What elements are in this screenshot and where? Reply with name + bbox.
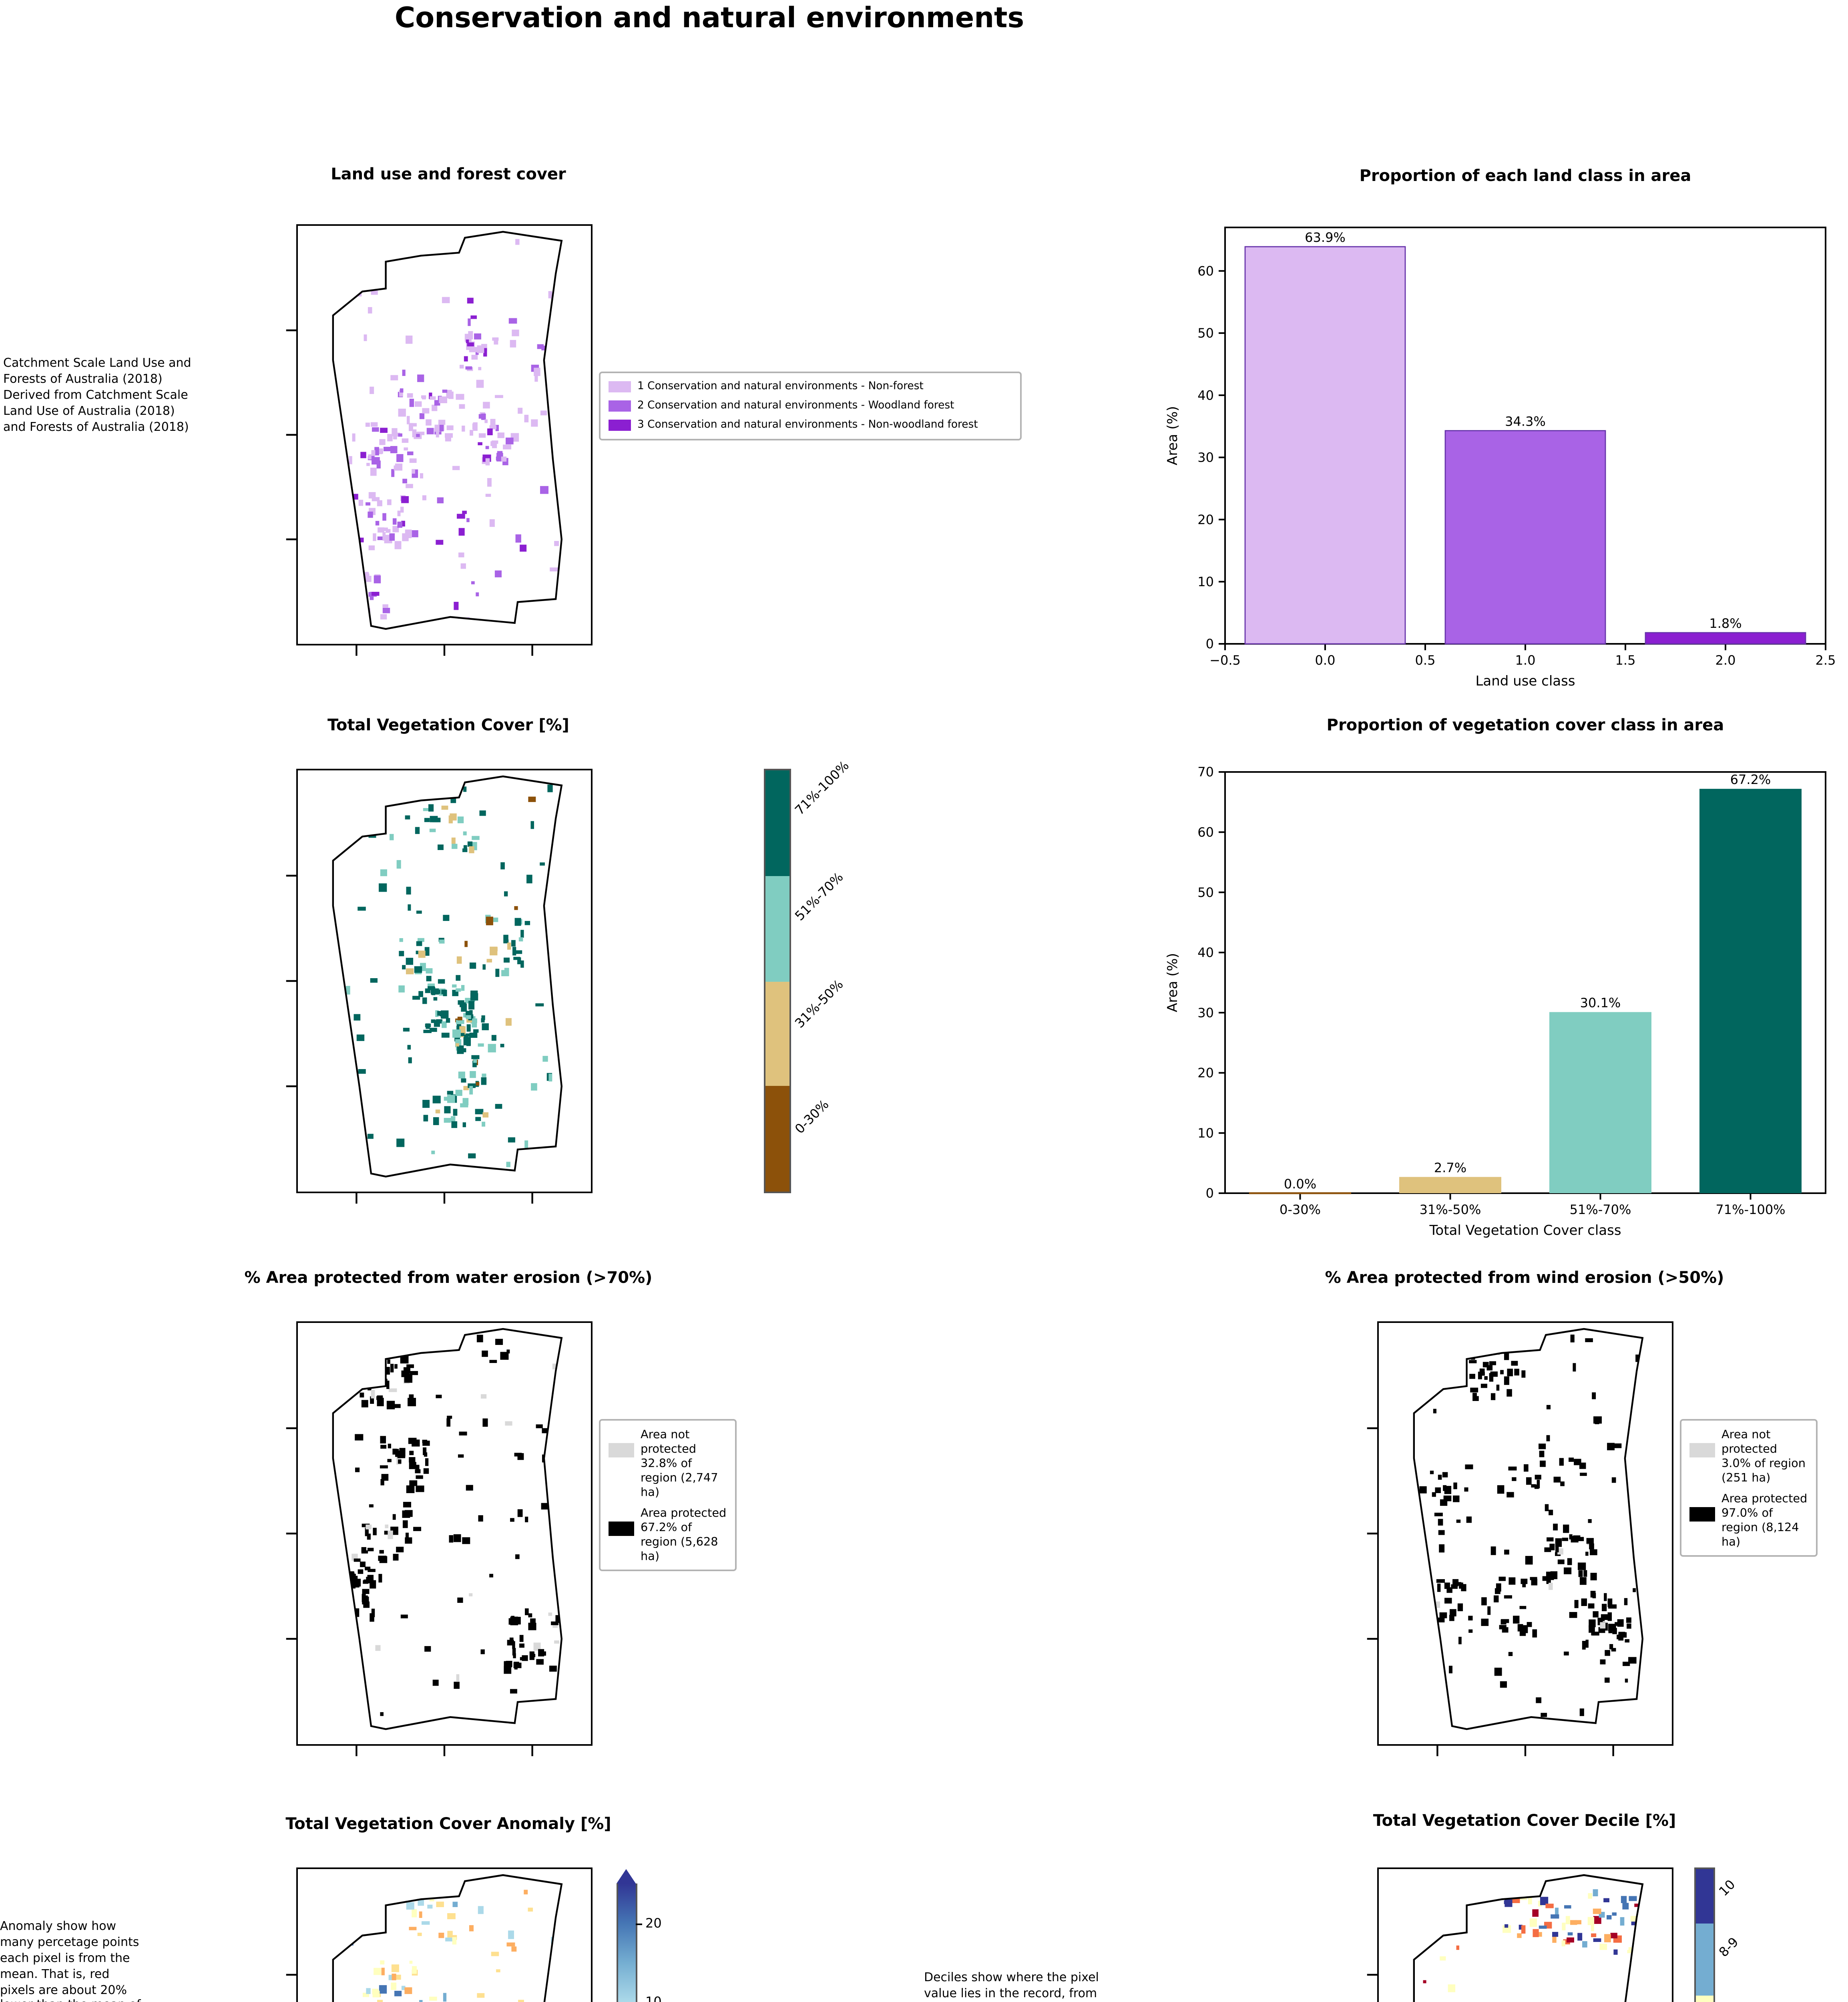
legend-item: Area protected 97.0% of region (8,124 ha… — [1689, 1491, 1808, 1549]
anomaly-map-canvas — [286, 1874, 563, 2002]
land-use-legend: 1 Conservation and natural environments … — [599, 372, 1022, 440]
land-use-source-note: Catchment Scale Land Use and Forests of … — [3, 356, 191, 434]
svg-text:10: 10 — [1197, 1126, 1214, 1141]
svg-text:60: 60 — [1197, 263, 1214, 279]
legend-label: Area not protected 3.0% of region (251 h… — [1721, 1427, 1806, 1485]
anomaly-map-title: Total Vegetation Cover Anomaly [%] — [285, 1816, 611, 1834]
svg-text:30: 30 — [1197, 1005, 1214, 1020]
protected-swatch — [609, 1522, 634, 1536]
svg-text:50: 50 — [1197, 326, 1214, 341]
legend-item: Area protected 67.2% of region (5,628 ha… — [609, 1506, 727, 1563]
svg-text:2.0: 2.0 — [1715, 653, 1736, 668]
svg-text:0-30%: 0-30% — [1280, 1202, 1321, 1217]
svg-text:2.5: 2.5 — [1816, 653, 1836, 668]
svg-text:51%-70%: 51%-70% — [1570, 1202, 1631, 1217]
decile-colorbar: 108-94-72-31 — [1694, 1867, 1742, 2002]
svg-text:−0.5: −0.5 — [1209, 653, 1241, 668]
svg-text:Total Vegetation Cover class: Total Vegetation Cover class — [1429, 1222, 1621, 1238]
legend-item: 3 Conservation and natural environments … — [609, 419, 1012, 432]
water-erosion-map — [286, 1321, 593, 1757]
vegetation-map-canvas — [286, 775, 563, 1204]
legend-label: Area protected 67.2% of region (5,628 ha… — [641, 1506, 727, 1563]
not-protected-swatch — [1689, 1443, 1715, 1457]
vegetation-colorbar-stack — [764, 769, 791, 1193]
legend-item: Area not protected 32.8% of region (2,74… — [609, 1427, 727, 1499]
water-erosion-legend: Area not protected 32.8% of region (2,74… — [599, 1419, 737, 1571]
svg-text:70: 70 — [1197, 764, 1214, 780]
water-erosion-map-canvas — [286, 1328, 563, 1757]
legend-label: 3 Conservation and natural environments … — [637, 418, 978, 432]
not-protected-swatch — [609, 1443, 634, 1457]
legend-label: 1 Conservation and natural environments … — [637, 380, 924, 392]
svg-text:30.1%: 30.1% — [1580, 995, 1621, 1011]
svg-text:Land use class: Land use class — [1475, 673, 1575, 689]
decile-note: Deciles show where the pixel value lies … — [924, 1970, 1099, 2002]
land-class-chart-title: Proportion of each land class in area — [1359, 168, 1691, 186]
vegetation-cover-map — [286, 769, 593, 1204]
land-class-bar-chart: 0 10 20 30 40 50 60 Area (%) −0.5 0.0 0.5 1.0 1.5 2.0… — [1165, 227, 1836, 689]
water-erosion-title: % Area protected from water erosion (>70… — [244, 1270, 653, 1288]
svg-text:1.0: 1.0 — [1515, 653, 1536, 668]
land-use-map-title: Land use and forest cover — [331, 167, 566, 184]
svg-text:1.5: 1.5 — [1615, 653, 1636, 668]
svg-text:50: 50 — [1197, 885, 1214, 900]
legend-label: 2 Conservation and natural environments … — [637, 399, 954, 412]
svg-text:71%-100%: 71%-100% — [1715, 1202, 1785, 1217]
svg-text:0.0: 0.0 — [1315, 653, 1336, 668]
legend-label: Area protected 97.0% of region (8,124 ha… — [1721, 1491, 1808, 1549]
svg-text:20: 20 — [1197, 512, 1214, 527]
wind-erosion-title: % Area protected from wind erosion (>50%… — [1325, 1270, 1724, 1288]
non-forest-swatch — [609, 381, 631, 392]
svg-text:0.0%: 0.0% — [1284, 1176, 1316, 1192]
svg-text:0.5: 0.5 — [1415, 653, 1436, 668]
decile-map — [1367, 1867, 1673, 2002]
svg-text:10: 10 — [1197, 574, 1214, 589]
svg-text:34.3%: 34.3% — [1505, 414, 1546, 429]
legend-item: 2 Conservation and natural environments … — [609, 399, 1012, 412]
anomaly-colorbar-gradient: 20100−10−20 — [617, 1883, 662, 2002]
svg-text:31%-50%: 31%-50% — [1420, 1202, 1481, 1217]
woodland-forest-swatch — [609, 400, 631, 412]
svg-text:40: 40 — [1197, 945, 1214, 960]
page-title: Conservation and natural environments — [394, 3, 1024, 35]
land-use-map — [286, 224, 593, 656]
decile-map-title: Total Vegetation Cover Decile [%] — [1373, 1813, 1676, 1831]
svg-text:1.8%: 1.8% — [1709, 616, 1742, 631]
svg-text:0: 0 — [1206, 1186, 1214, 1201]
protected-swatch — [1689, 1507, 1715, 1522]
svg-text:67.2%: 67.2% — [1730, 772, 1771, 787]
decile-colorbar-stack — [1694, 1867, 1715, 2002]
anomaly-note: Anomaly show how many percetage points e… — [0, 1919, 141, 2002]
svg-text:0: 0 — [1206, 636, 1214, 651]
vegetation-chart-title: Proportion of vegetation cover class in … — [1326, 718, 1724, 735]
svg-text:63.9%: 63.9% — [1305, 230, 1346, 245]
legend-label: Area not protected 32.8% of region (2,74… — [641, 1427, 718, 1499]
svg-text:60: 60 — [1197, 824, 1214, 840]
svg-text:20: 20 — [1197, 1065, 1214, 1081]
svg-text:Area (%): Area (%) — [1165, 953, 1181, 1012]
colorbar-up-arrow-icon — [617, 1869, 636, 1883]
svg-text:2.7%: 2.7% — [1434, 1160, 1466, 1175]
wind-erosion-map-canvas — [1367, 1328, 1644, 1757]
svg-text:30: 30 — [1197, 450, 1214, 465]
non-woodland-forest-swatch — [609, 420, 631, 432]
vegetation-colorbar: 71%-100% 51%-70% 31%-50% 0-30% — [764, 759, 852, 1193]
anomaly-colorbar: 20100−10−20 — [617, 1869, 662, 2002]
anomaly-map — [286, 1867, 593, 2002]
vegetation-bar-chart: 0 10 20 30 40 50 60 70 Area (%) 0-30% 31%-50% 51%-7… — [1165, 764, 1826, 1238]
wind-erosion-map — [1367, 1321, 1673, 1757]
legend-item: 1 Conservation and natural environments … — [609, 380, 1012, 393]
svg-text:40: 40 — [1197, 388, 1214, 403]
legend-item: Area not protected 3.0% of region (251 h… — [1689, 1427, 1808, 1485]
decile-map-canvas — [1367, 1874, 1644, 2002]
wind-erosion-legend: Area not protected 3.0% of region (251 h… — [1680, 1419, 1818, 1557]
svg-text:Area (%): Area (%) — [1165, 406, 1181, 465]
land-use-map-canvas — [286, 231, 563, 656]
vegetation-map-title: Total Vegetation Cover [%] — [327, 718, 569, 735]
